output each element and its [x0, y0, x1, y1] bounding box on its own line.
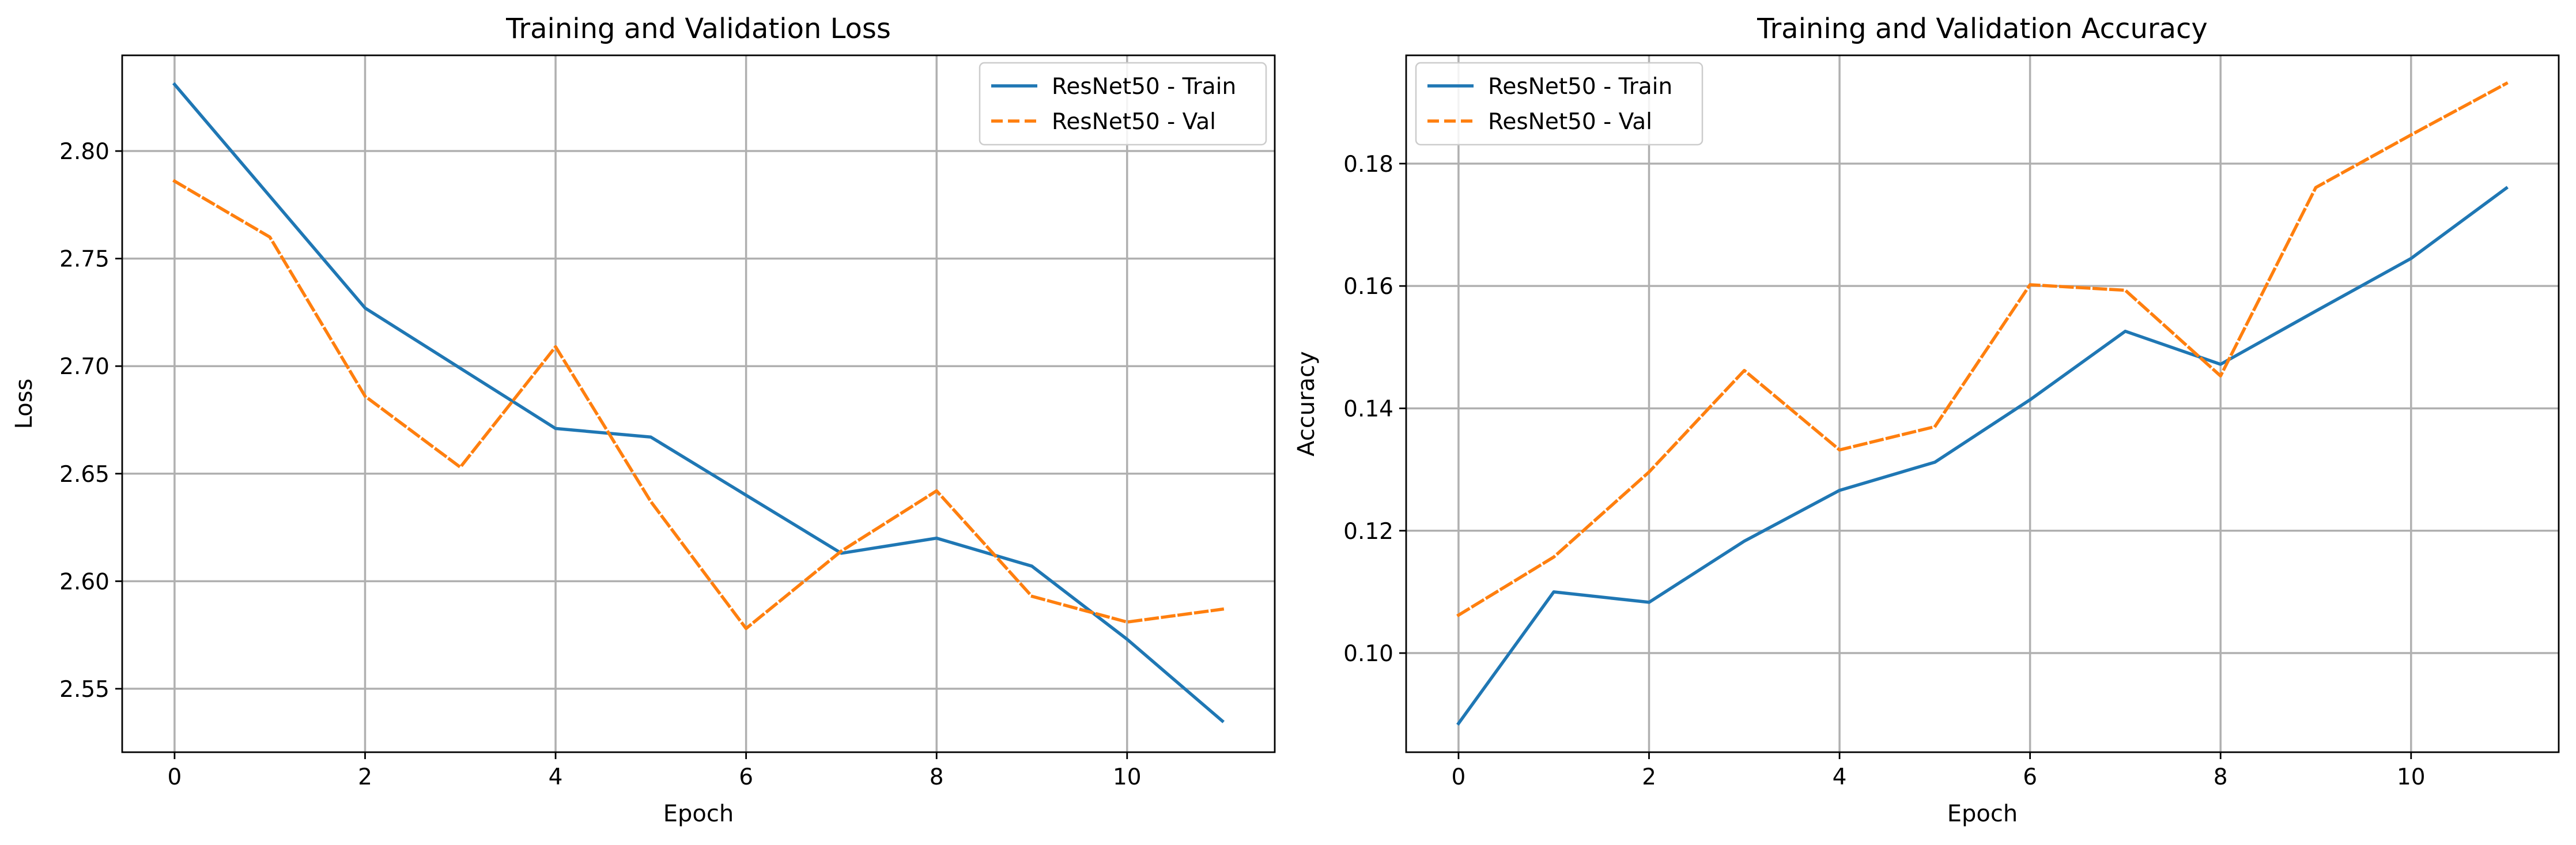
x-tick-label: 2 — [358, 764, 372, 790]
y-tick-label: 2.65 — [59, 462, 109, 488]
y-tick-label: 2.60 — [59, 569, 109, 595]
x-axis-label: Epoch — [1947, 801, 2018, 827]
x-tick-label: 10 — [1113, 764, 1142, 790]
legend: ResNet50 - Train ResNet50 - Val — [979, 62, 1267, 146]
legend: ResNet50 - Train ResNet50 - Val — [1415, 62, 1704, 146]
x-tick-label: 6 — [739, 764, 753, 790]
y-tick-label: 2.55 — [59, 677, 109, 703]
chart-title: Training and Validation Accuracy — [1757, 13, 2208, 45]
y-tick-label: 2.75 — [59, 247, 109, 273]
x-tick-label: 4 — [1833, 764, 1847, 790]
series-line-train — [172, 82, 1225, 723]
y-tick-label: 0.16 — [1343, 274, 1393, 300]
x-tick-label: 6 — [2023, 764, 2037, 790]
plot-frame — [121, 54, 1276, 753]
x-tick-label: 0 — [1451, 764, 1465, 790]
series-line-val — [172, 179, 1225, 631]
x-tick-label: 8 — [2214, 764, 2228, 790]
x-tick-label: 0 — [167, 764, 182, 790]
series-line-train — [1456, 186, 2509, 726]
x-tick-label: 10 — [2397, 764, 2426, 790]
y-tick-label: 2.80 — [59, 139, 109, 165]
legend-box — [1415, 62, 1704, 146]
y-tick-label: 0.10 — [1343, 641, 1393, 667]
y-tick-label: 0.18 — [1343, 152, 1393, 178]
y-axis-label: Loss — [11, 379, 37, 429]
y-tick-label: 2.70 — [59, 354, 109, 380]
legend-label-train: ResNet50 - Train — [1488, 74, 1672, 100]
y-tick-label: 0.12 — [1343, 519, 1393, 545]
legend-label-val: ResNet50 - Val — [1052, 109, 1216, 135]
x-tick-label: 2 — [1642, 764, 1656, 790]
y-axis-label: Accuracy — [1293, 351, 1320, 457]
accuracy-chart: 0 2 4 6 8 10 0.10 0.12 0.14 0.16 0.18 Training and … — [1293, 13, 2560, 827]
plot-frame — [1405, 54, 2560, 753]
legend-box — [979, 62, 1267, 146]
chart-title: Training and Validation Loss — [505, 13, 891, 45]
x-tick-label: 8 — [930, 764, 944, 790]
y-tick-label: 0.14 — [1343, 396, 1393, 422]
loss-chart: 0 2 4 6 8 10 2.55 2.60 2.65 2.70 2.75 2.80 Training … — [11, 13, 1276, 827]
x-axis-label: Epoch — [663, 801, 734, 827]
legend-label-train: ResNet50 - Train — [1052, 74, 1236, 100]
series-line-val — [1456, 81, 2509, 617]
legend-label-val: ResNet50 - Val — [1488, 109, 1652, 135]
x-tick-label: 4 — [549, 764, 563, 790]
